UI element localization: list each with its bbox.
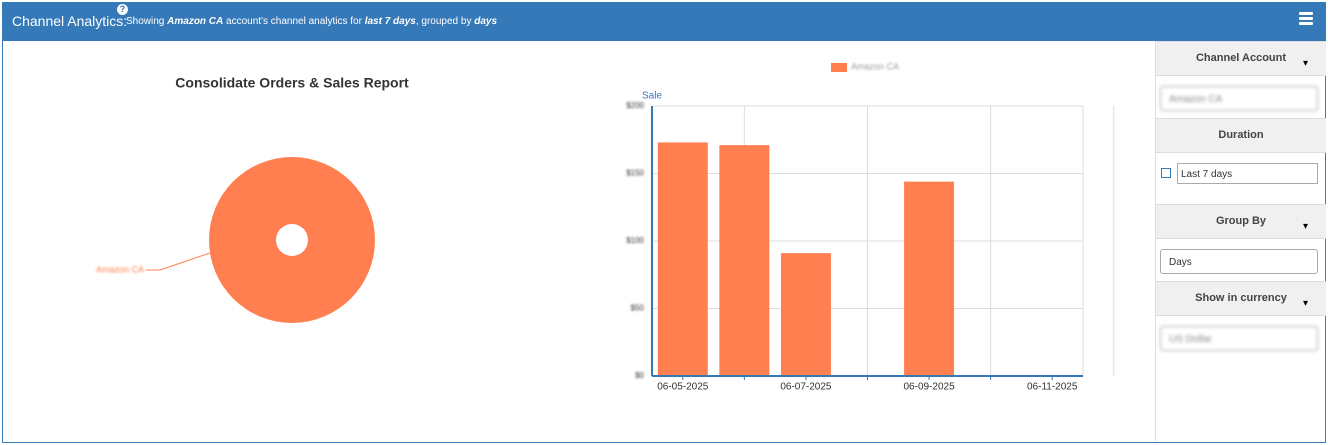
section-label: Group By xyxy=(1156,204,1326,239)
section-label: Duration xyxy=(1156,118,1326,153)
x-tick-label: 06-09-2025 xyxy=(903,382,955,393)
text: , grouped by xyxy=(415,16,472,27)
bar xyxy=(719,145,770,376)
select[interactable]: Amazon CA xyxy=(1160,86,1318,111)
select[interactable]: US Dollar xyxy=(1160,326,1318,351)
section-label: Channel Account xyxy=(1156,41,1326,76)
bar xyxy=(657,142,708,376)
account: Amazon CA xyxy=(167,16,224,27)
text: Showing xyxy=(126,16,165,27)
y-tick-label: $200 xyxy=(626,101,644,110)
section-label: Show in currency xyxy=(1156,281,1326,316)
x-tick-label: 06-11-2025 xyxy=(1027,382,1078,393)
leader-line xyxy=(146,252,211,271)
pie-hole xyxy=(276,224,308,256)
bar xyxy=(904,181,955,376)
x-tick-label: 06-07-2025 xyxy=(780,382,832,393)
y-tick-label: $150 xyxy=(626,169,644,178)
select[interactable]: Days xyxy=(1160,249,1318,274)
y-tick-label: $0 xyxy=(635,371,644,380)
x-tick-label: 06-05-2025 xyxy=(657,382,709,393)
legend-label: Amazon CA xyxy=(851,61,899,71)
select-arrow: ▾ xyxy=(1303,58,1309,69)
help-icon[interactable]: ? xyxy=(117,4,128,15)
y-axis-label: Sale xyxy=(642,91,662,102)
select-arrow: ▾ xyxy=(1303,298,1309,309)
date-input[interactable]: Last 7 days xyxy=(1177,163,1318,184)
text: account's channel analytics for xyxy=(226,16,362,27)
header-title: Channel Analytics: xyxy=(12,13,128,29)
y-tick-label: $100 xyxy=(626,236,644,245)
period: last 7 days xyxy=(364,16,416,27)
header-summary: Showing Amazon CA account's channel anal… xyxy=(126,16,497,27)
slice-label: Amazon CA xyxy=(96,264,144,274)
y-tick-label: $50 xyxy=(631,304,645,313)
header: Channel Analytics: ? Showing Amazon CA a… xyxy=(3,3,1325,41)
group: days xyxy=(474,16,498,27)
pie-title: Consolidate Orders & Sales Report xyxy=(175,75,409,91)
charts: Consolidate Orders & Sales Report Sale A… xyxy=(96,61,1115,393)
calendar-icon[interactable] xyxy=(1161,168,1171,178)
legend-swatch xyxy=(831,63,847,72)
sidebar: Channel Account Amazon CA Duration Last … xyxy=(1155,41,1326,441)
bar xyxy=(780,253,831,376)
menu-button[interactable] xyxy=(1299,12,1313,27)
select-arrow: ▾ xyxy=(1303,221,1309,232)
